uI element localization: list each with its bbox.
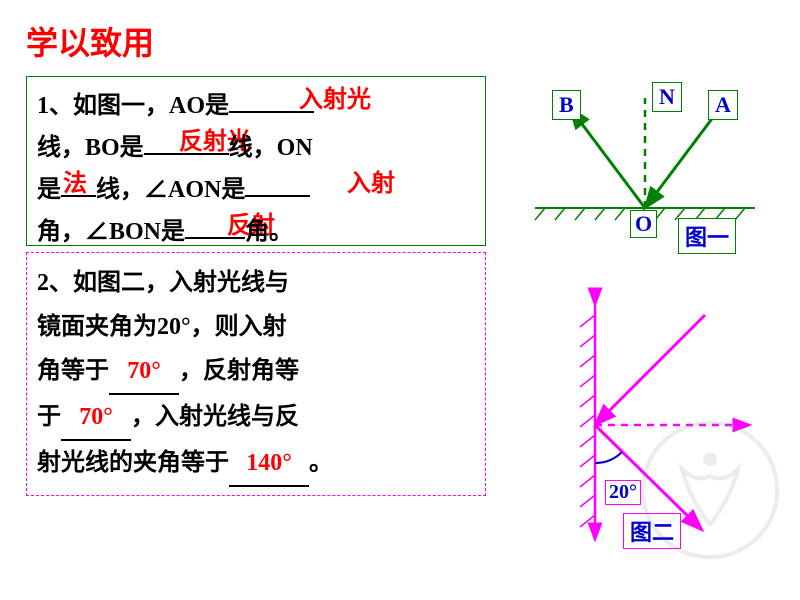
q1-t1: 如图一，AO是 [73, 93, 229, 119]
answer-2-1: 70° [127, 358, 161, 384]
q1-t5: 线，∠AON是 [96, 177, 245, 203]
page-title: 学以致用 [26, 18, 774, 64]
q2-t7: 射光线的夹角等于 [37, 450, 229, 476]
question-2-box: 2、如图二，入射光线与 镜面夹角为20°，则入射 角等于 70° ，反射角等 于 70… [26, 252, 486, 496]
q1-num: 1、 [37, 93, 73, 119]
q2-t3: 角等于 [37, 358, 109, 384]
question-1-box: 入射光 反射光 法 入射 反射 1、如图一，AO是 线，BO是线，ON 是线，∠… [26, 76, 486, 246]
q1-t7: 角。 [245, 219, 293, 245]
blank-2-1: 70° [109, 349, 179, 395]
blank-2-2: 70° [61, 395, 131, 441]
q2-num: 2、 [37, 270, 73, 296]
q1-t3: 线，ON [229, 135, 313, 161]
q2-t5: 于 [37, 404, 61, 430]
q2-t2: 镜面夹角为20°，则入射 [37, 314, 287, 340]
q2-t1: 如图二，入射光线与 [73, 270, 289, 296]
blank-1-1 [229, 111, 314, 113]
blank-1-2 [144, 153, 229, 155]
blank-1-5 [185, 237, 245, 239]
q2-t4: ，反射角等 [179, 358, 299, 384]
blank-1-4 [245, 195, 310, 197]
q2-t8: 。 [309, 450, 333, 476]
q1-t6: 角，∠BON是 [37, 219, 185, 245]
q1-t2: 线，BO是 [37, 135, 144, 161]
blank-1-3 [61, 195, 96, 197]
q1-t4: 是 [37, 177, 61, 203]
answer-2-3: 140° [246, 450, 292, 476]
q2-t6: ，入射光线与反 [131, 404, 299, 430]
blank-2-3: 140° [229, 441, 309, 487]
answer-2-2: 70° [79, 404, 113, 430]
